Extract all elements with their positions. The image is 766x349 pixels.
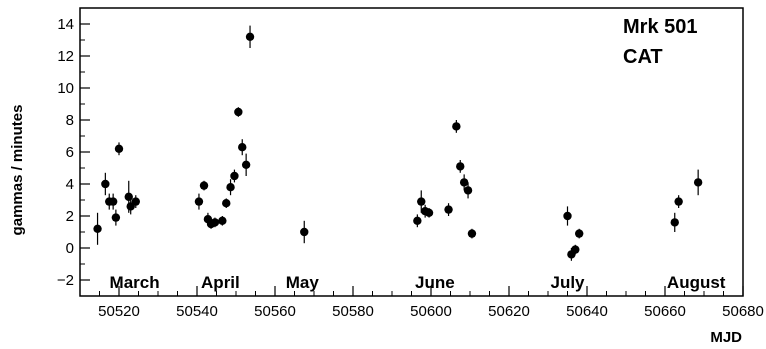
data-point [459,178,469,187]
data-point [210,218,220,227]
y-axis: −2 0 2 4 6 8 10 12 14 [57,16,90,297]
month-label: July [550,273,585,292]
data-point [194,197,204,206]
data-points [93,25,703,261]
data-point [300,227,309,237]
data-point [234,107,243,117]
y-tick-label: 8 [66,112,74,129]
month-label: March [110,273,160,292]
data-point [111,213,121,222]
y-tick-label: 14 [57,16,74,33]
data-point [199,181,209,190]
data-point [93,224,102,233]
data-point [114,144,124,153]
data-point [670,218,679,227]
y-tick-label: −2 [57,272,74,289]
data-point [467,229,477,238]
x-tick-label: 50620 [488,303,530,320]
month-label: April [201,273,240,292]
data-point [571,245,580,254]
y-tick-label: 0 [66,240,74,257]
data-point [674,197,683,206]
y-tick-label: 6 [66,144,74,161]
y-axis-title: gammas / minutes [9,105,26,236]
data-point [230,171,239,181]
data-point [108,197,118,206]
x-tick-label: 50680 [722,303,764,320]
month-label: May [286,273,320,292]
y-tick-label: 2 [66,208,74,225]
source-annotation: Mrk 501 [623,16,698,38]
data-point [563,211,572,221]
data-point [413,216,422,225]
data-point [124,192,133,201]
data-point [241,160,251,169]
data-point [226,183,235,192]
x-tick-label: 50600 [410,303,452,320]
data-point [424,208,434,217]
data-point [131,197,140,206]
data-point [222,199,231,208]
data-point [218,216,227,225]
data-point [456,162,465,171]
x-tick-label: 50520 [98,303,140,320]
instrument-annotation: CAT [623,46,663,68]
data-point [575,229,584,238]
y-tick-label: 10 [57,80,74,97]
month-label: June [415,273,455,292]
y-tick-label: 4 [66,176,74,193]
data-point [245,32,255,41]
data-point [238,143,247,152]
data-point [444,205,453,214]
y-tick-label: 12 [57,48,74,65]
x-tick-label: 50580 [332,303,374,320]
data-point [417,197,426,206]
month-label: August [667,273,726,292]
data-point [452,122,461,131]
x-axis: 50520 50540 50560 50580 50600 50620 50640 50660… [79,286,764,320]
x-tick-label: 50540 [176,303,218,320]
x-tick-label: 50660 [644,303,686,320]
x-tick-label: 50560 [254,303,296,320]
data-point [693,178,703,187]
x-tick-label: 50640 [566,303,608,320]
month-labels: March April May June July August [110,273,726,292]
data-point [101,179,110,189]
x-axis-title: MJD [710,329,742,346]
data-point [463,186,473,195]
